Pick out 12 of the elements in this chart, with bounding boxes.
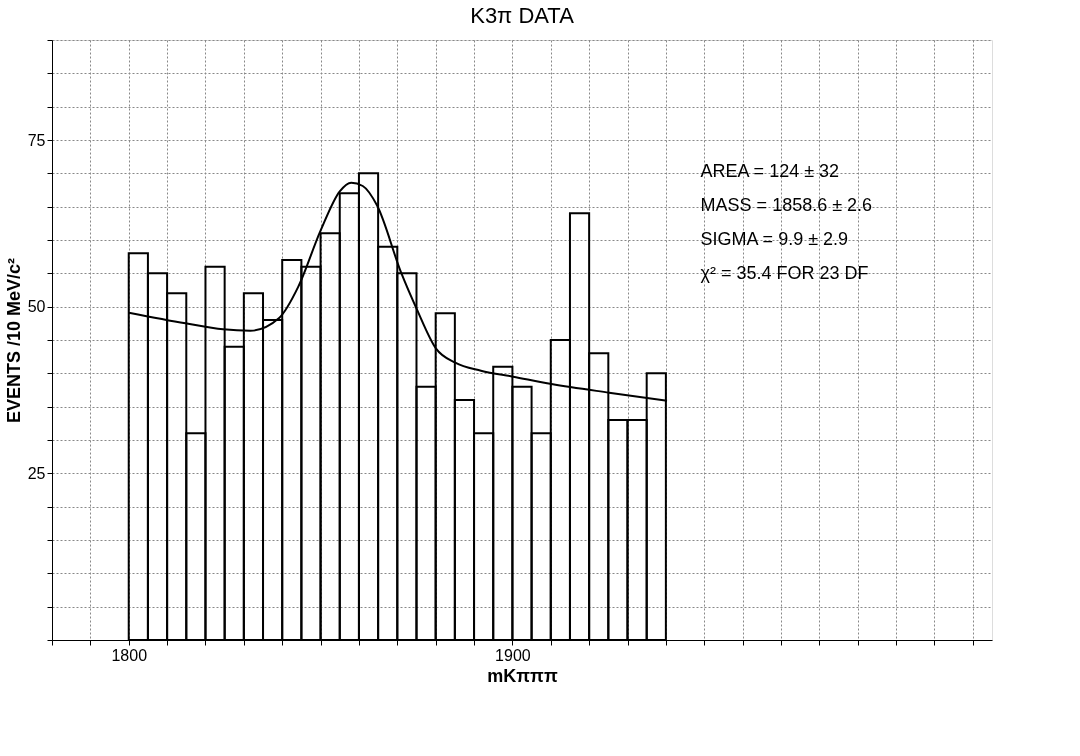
annotation: AREA = 124 ± 32 [700,161,840,181]
y-axis-title: EVENTS /10 MeV/c² [3,257,24,424]
y-tick-label: 75 [27,131,46,149]
annotation: SIGMA = 9.9 ± 2.9 [700,229,849,249]
x-tick-label: 1900 [495,646,531,664]
annotation: MASS = 1858.6 ± 2.6 [700,195,873,215]
x-tick-label: 1800 [111,646,148,664]
y-tick-label: 50 [27,298,46,316]
annotation: χ² = 35.4 FOR 23 DF [700,263,869,283]
chart-title: K3π DATA [470,3,575,28]
y-tick-label: 25 [27,464,46,482]
x-axis-title: mKπππ [487,665,558,686]
